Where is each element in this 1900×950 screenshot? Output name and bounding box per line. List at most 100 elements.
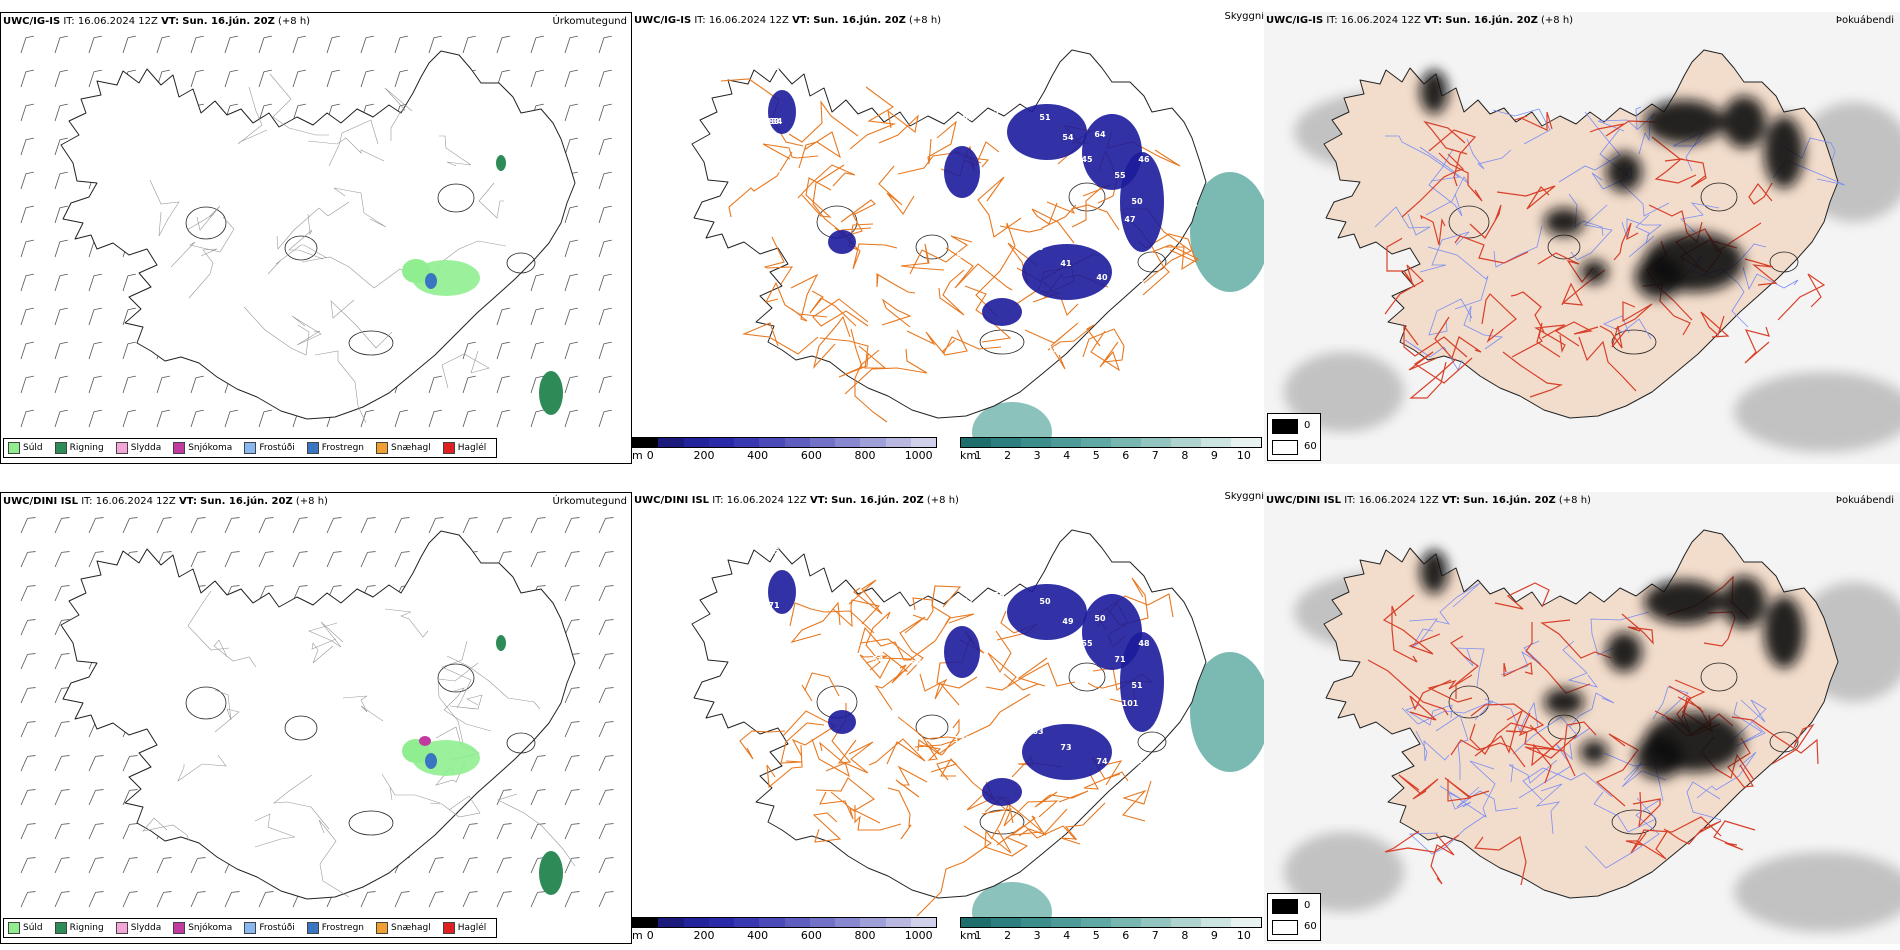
colorbar-tick: 2 (1004, 449, 1012, 462)
product-title: Skyggni (1224, 12, 1264, 22)
ceiling-value-label: 49 (1062, 617, 1074, 626)
panel-header: UWC/IG-IS IT: 16.06.2024 12Z VT: Sun. 16… (634, 15, 942, 26)
legend-swatch (376, 922, 389, 934)
cloud-panel-top: UWC/IG-IS IT: 16.06.2024 12Z VT: Sun. 16… (1264, 12, 1900, 464)
ceiling-value-label: 50 (1032, 243, 1044, 252)
precip-legend-item: Slydda (115, 442, 167, 454)
legend-label: Snjókoma (188, 443, 233, 453)
ceiling-value-label: 40 (1096, 273, 1108, 282)
precip-panel-bottom: UWC/DINI ISL IT: 16.06.2024 12Z VT: Sun.… (0, 492, 632, 944)
colorbar-tick: 600 (800, 929, 822, 942)
ceiling-value-label: 176 (954, 735, 971, 744)
legend-swatch (173, 922, 186, 934)
legend-label: Snjókoma (188, 923, 233, 933)
ceiling-value-label: 77 (996, 721, 1007, 730)
ceiling-value-label: 133 (974, 391, 991, 400)
visibility-colorbar: km 1 2 3 4 5 6 7 8 9 10 (960, 917, 1262, 943)
legend-swatch (54, 442, 67, 454)
ceiling-value-label: 50 (1131, 197, 1143, 206)
ceiling-value-label: 44 (894, 721, 906, 730)
colorbar-tick: 400 (747, 929, 769, 942)
legend-swatch (306, 922, 319, 934)
colorbar-tick: 9 (1210, 449, 1218, 462)
ceiling-value-label: 84 (1132, 275, 1144, 284)
ceiling-value-label: 69 (894, 237, 906, 246)
ceiling-value-label: 84 (1186, 200, 1198, 209)
colorbar-unit: m (632, 449, 643, 462)
legend-label: Slydda (130, 923, 162, 933)
ceiling-panel-bottom: UWC/DINI ISL IT: 16.06.2024 12Z VT: Sun.… (632, 492, 1264, 944)
panel-header: UWC/DINI ISL IT: 16.06.2024 12Z VT: Sun.… (634, 495, 959, 506)
legend-label: Haglél (457, 443, 487, 453)
precip-legend-item: Haglél (442, 922, 493, 934)
colorbar-tick: 2 (1004, 929, 1012, 942)
legend-label: Frostregn (321, 923, 365, 933)
precip-legend: Súld Rigning Slydda Snjókoma Frostúði Frostre… (3, 918, 498, 938)
ceiling-value-label: 43 (1118, 257, 1129, 266)
colorbar-tick: 9 (1210, 929, 1218, 942)
colorbar-strip (960, 917, 1262, 928)
ceiling-value-label: 62 (768, 63, 779, 72)
panel-header: UWC/IG-IS IT: 16.06.2024 12Z VT: Sun. 16… (1266, 15, 1574, 26)
ceiling-value-label: 88 (956, 251, 968, 260)
colorbar-tick: 200 (693, 929, 715, 942)
cloud-panel-bottom: UWC/DINI ISL IT: 16.06.2024 12Z VT: Sun.… (1264, 492, 1900, 944)
colorbar-strip (960, 437, 1262, 448)
precip-legend-item: Súld (8, 922, 49, 934)
legend-label: Frostúði (259, 443, 295, 453)
ceiling-colorbar: m 0 200 400 600 800 1000 (632, 917, 937, 943)
legend-label: Rigning (69, 923, 104, 933)
product-title: Þokuábendi (1835, 15, 1894, 26)
legend-swatch (173, 442, 186, 454)
ceiling-panel-top: UWC/IG-IS IT: 16.06.2024 12Z VT: Sun. 16… (632, 12, 1264, 464)
precip-legend-item: Rigning (54, 442, 110, 454)
ceiling-value-label: 55 (1132, 759, 1144, 768)
legend-swatch (54, 922, 67, 934)
ceiling-value-label: 55 (993, 591, 1005, 600)
precip-legend-item: Snæhagl (376, 922, 437, 934)
legend-swatch (442, 442, 455, 454)
colorbar-strip (632, 917, 937, 928)
legend-swatch (115, 442, 128, 454)
colorbar-tick: 200 (693, 449, 715, 462)
colorbar-tick: 10 (1236, 449, 1251, 462)
panel-header: UWC/DINI ISL IT: 16.06.2024 12Z VT: Sun.… (1266, 495, 1591, 506)
ceiling-value-label: 80 (1022, 697, 1034, 706)
legend-swatch (8, 442, 20, 454)
product-title: Úrkomutegund (552, 496, 627, 507)
ceiling-value-label: 64 (1094, 130, 1106, 139)
colorbar-tick: 3 (1033, 449, 1041, 462)
colorbar-tick: 1000 (904, 449, 933, 462)
colorbar-tick: 400 (747, 449, 769, 462)
precip-map (20, 35, 612, 428)
panel-header: UWC/IG-IS IT: 16.06.2024 12Z VT: Sun. 16… (3, 16, 311, 27)
ceiling-value-label: 63 (1032, 727, 1043, 736)
ceiling-value-label: 54 (1062, 133, 1074, 142)
precip-legend-item: Snjókoma (173, 442, 238, 454)
legend-swatch (244, 922, 257, 934)
colorbar-tick: 1000 (904, 929, 933, 942)
legend-swatch (115, 922, 128, 934)
ceiling-value-label: 99 (768, 63, 780, 72)
legend-swatch (442, 922, 455, 934)
colorbar-tick: 6 (1122, 449, 1130, 462)
ceiling-value-label: 51 (1039, 113, 1051, 122)
colorbar-tick: 10 (1236, 929, 1251, 942)
ceiling-value-label: 70 (776, 170, 788, 179)
ceiling-value-label: 47 (1124, 215, 1135, 224)
colorbar-unit: km (960, 929, 978, 942)
colorbar-tick: 6 (1122, 929, 1130, 942)
colorbar-tick: 8 (1181, 449, 1189, 462)
ceiling-value-label: 51 (1131, 681, 1143, 690)
ceiling-value-label: 101 (1122, 699, 1139, 708)
fog-legend: 0 60 (1267, 893, 1321, 941)
colorbar-tick: 600 (800, 449, 822, 462)
precip-panel-top: UWC/IG-IS IT: 16.06.2024 12Z VT: Sun. 16… (0, 12, 632, 464)
precip-legend-item: Snjókoma (173, 922, 238, 934)
legend-label: Slydda (130, 443, 162, 453)
ceiling-value-label: 65 (768, 547, 780, 556)
ceiling-value-label: 55 (1114, 171, 1126, 180)
colorbar-tick: 4 (1063, 929, 1071, 942)
fog-legend: 0 60 (1267, 413, 1321, 461)
